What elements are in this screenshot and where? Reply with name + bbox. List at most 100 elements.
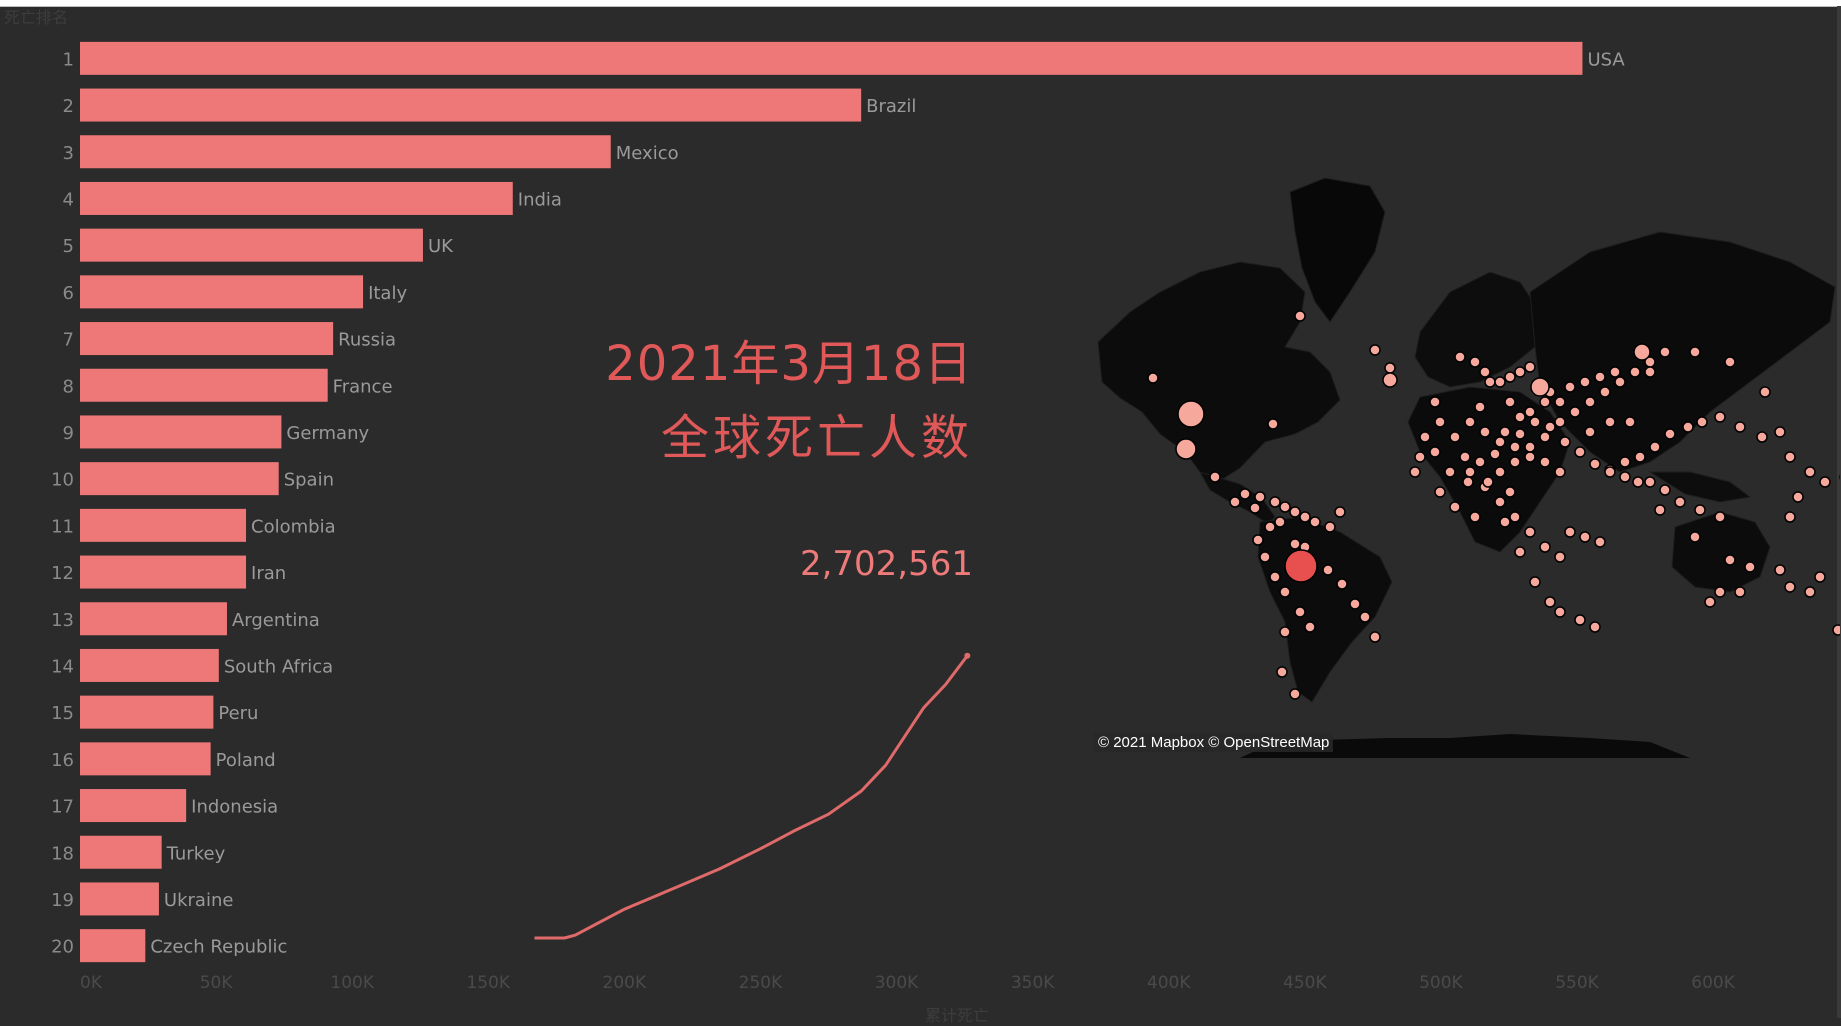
bar-indonesia[interactable] (80, 789, 187, 823)
bar-mexico[interactable] (80, 135, 611, 169)
map-bubble[interactable] (1594, 371, 1606, 383)
map-bubble[interactable] (1682, 421, 1694, 433)
map-bubble[interactable] (1579, 531, 1591, 543)
map-bubble[interactable] (1369, 344, 1381, 356)
map-bubble[interactable] (1409, 466, 1421, 478)
map-bubble[interactable] (1574, 446, 1586, 458)
map-bubble[interactable] (1494, 436, 1506, 448)
map-bubble[interactable] (1544, 596, 1556, 608)
map-bubble[interactable] (1609, 366, 1621, 378)
map-bubble[interactable] (1269, 496, 1281, 508)
map-bubble[interactable] (1804, 586, 1816, 598)
map-bubble[interactable] (1469, 356, 1481, 368)
map-bubble[interactable] (1252, 534, 1264, 546)
map-bubble[interactable] (1832, 624, 1840, 636)
bar-usa[interactable] (80, 41, 1583, 75)
map-bubble[interactable] (1689, 346, 1701, 358)
map-bubble-large[interactable] (1633, 343, 1651, 361)
map-bubble[interactable] (1209, 471, 1221, 483)
map-bubble[interactable] (1514, 366, 1526, 378)
map-bubble[interactable] (1504, 486, 1516, 498)
map-bubble[interactable] (1449, 501, 1461, 513)
bar-ukraine[interactable] (80, 882, 159, 916)
map-bubble[interactable] (1509, 511, 1521, 523)
bar-turkey[interactable] (80, 835, 162, 869)
map-bubble[interactable] (1756, 431, 1768, 443)
map-bubble[interactable] (1774, 564, 1786, 576)
map-bubble[interactable] (1274, 516, 1286, 528)
map-bubble-large[interactable] (1382, 372, 1398, 388)
world-map[interactable] (1090, 172, 1840, 758)
map-bubble[interactable] (1539, 541, 1551, 553)
map-bubble[interactable] (1479, 366, 1491, 378)
map-bubble[interactable] (1369, 631, 1381, 643)
map-bubble[interactable] (1459, 451, 1471, 463)
map-bubble[interactable] (1514, 546, 1526, 558)
map-bubble[interactable] (1704, 596, 1716, 608)
map-bubble[interactable] (1349, 598, 1361, 610)
bar-peru[interactable] (80, 695, 214, 729)
map-bubble[interactable] (1649, 441, 1661, 453)
map-bubble[interactable] (1579, 376, 1591, 388)
bar-argentina[interactable] (80, 602, 227, 636)
map-bubble[interactable] (1564, 526, 1576, 538)
map-bubble-large[interactable] (1175, 438, 1197, 460)
map-bubble[interactable] (1654, 504, 1666, 516)
map-bubble[interactable] (1644, 366, 1656, 378)
map-bubble[interactable] (1524, 451, 1536, 463)
map-bubble[interactable] (1322, 564, 1334, 576)
map-bubble[interactable] (1514, 428, 1526, 440)
map-bubble[interactable] (1509, 456, 1521, 468)
map-bubble[interactable] (1589, 621, 1601, 633)
map-bubble[interactable] (1434, 486, 1446, 498)
map-bubble[interactable] (1694, 504, 1706, 516)
map-bubble-large[interactable] (1177, 400, 1205, 428)
map-bubble[interactable] (1774, 426, 1786, 438)
bar-south-africa[interactable] (80, 648, 219, 682)
map-bubble[interactable] (1279, 501, 1291, 513)
map-bubble[interactable] (1554, 606, 1566, 618)
map-bubble[interactable] (1499, 426, 1511, 438)
map-bubble[interactable] (1529, 576, 1541, 588)
map-bubble[interactable] (1644, 476, 1656, 488)
map-bubble[interactable] (1514, 411, 1526, 423)
map-bubble[interactable] (1324, 521, 1336, 533)
map-bubble[interactable] (1604, 466, 1616, 478)
map-bubble[interactable] (1604, 416, 1616, 428)
bar-poland[interactable] (80, 742, 211, 776)
map-bubble[interactable] (1724, 356, 1736, 368)
map-bubble[interactable] (1454, 351, 1466, 363)
map-bubble[interactable] (1147, 372, 1159, 384)
map-bubble[interactable] (1464, 466, 1476, 478)
bar-russia[interactable] (80, 322, 334, 356)
map-bubble[interactable] (1479, 426, 1491, 438)
map-bubble[interactable] (1524, 361, 1536, 373)
map-bubble[interactable] (1494, 376, 1506, 388)
map-bubble[interactable] (1299, 511, 1311, 523)
map-bubble[interactable] (1792, 491, 1804, 503)
map-bubble[interactable] (1696, 416, 1708, 428)
map-bubble[interactable] (1619, 456, 1631, 468)
map-bubble[interactable] (1384, 362, 1396, 374)
map-bubble[interactable] (1494, 466, 1506, 478)
map-bubble[interactable] (1784, 451, 1796, 463)
map-bubble[interactable] (1744, 561, 1756, 573)
map-bubble[interactable] (1784, 581, 1796, 593)
map-bubble[interactable] (1309, 516, 1321, 528)
bar-france[interactable] (80, 368, 328, 402)
map-bubble[interactable] (1529, 416, 1541, 428)
map-bubble[interactable] (1714, 511, 1726, 523)
map-bubble[interactable] (1229, 496, 1241, 508)
map-bubble[interactable] (1289, 506, 1301, 518)
map-bubble[interactable] (1494, 496, 1506, 508)
map-bubble[interactable] (1659, 346, 1671, 358)
map-bubble[interactable] (1267, 418, 1279, 430)
bar-uk[interactable] (80, 228, 423, 262)
bar-india[interactable] (80, 181, 513, 215)
map-bubble[interactable] (1629, 366, 1641, 378)
map-bubble[interactable] (1619, 471, 1631, 483)
map-bubble[interactable] (1499, 516, 1511, 528)
map-bubble[interactable] (1594, 536, 1606, 548)
map-bubble[interactable] (1482, 476, 1494, 488)
map-bubble[interactable] (1294, 310, 1306, 322)
